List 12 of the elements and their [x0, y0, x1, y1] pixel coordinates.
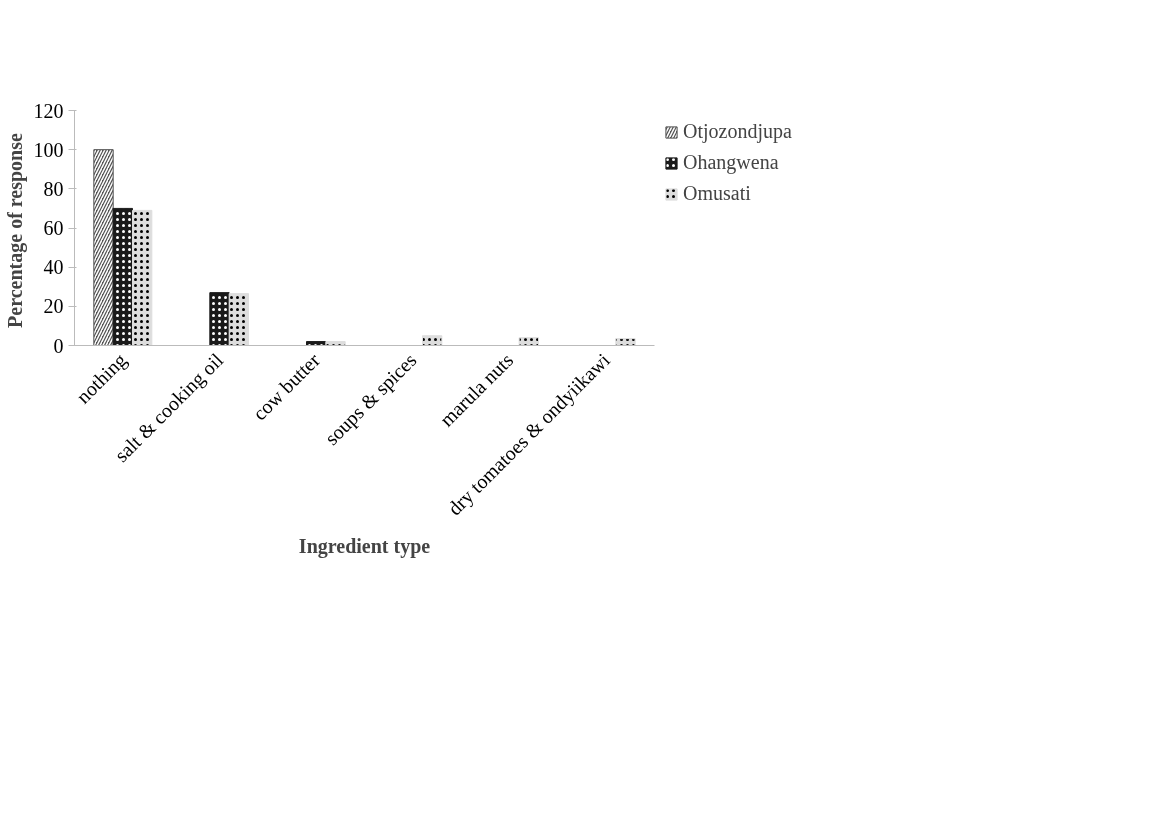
- legend-label: Otjozondjupa: [683, 120, 792, 143]
- y-tick-label: 0: [53, 334, 64, 357]
- legend-label: Ohangwena: [683, 151, 779, 174]
- y-axis-title: Percentage of response: [3, 132, 27, 328]
- y-tick-label: 120: [33, 99, 64, 122]
- x-axis-title: Ingredient type: [298, 535, 431, 559]
- y-tick-label: 60: [43, 217, 64, 239]
- y-tick-label: 80: [43, 177, 64, 200]
- y-tick-label: 100: [33, 138, 64, 161]
- y-tick-label: 20: [43, 295, 64, 318]
- legend-label: Omusati: [683, 182, 751, 205]
- y-tick-label: 40: [43, 256, 64, 279]
